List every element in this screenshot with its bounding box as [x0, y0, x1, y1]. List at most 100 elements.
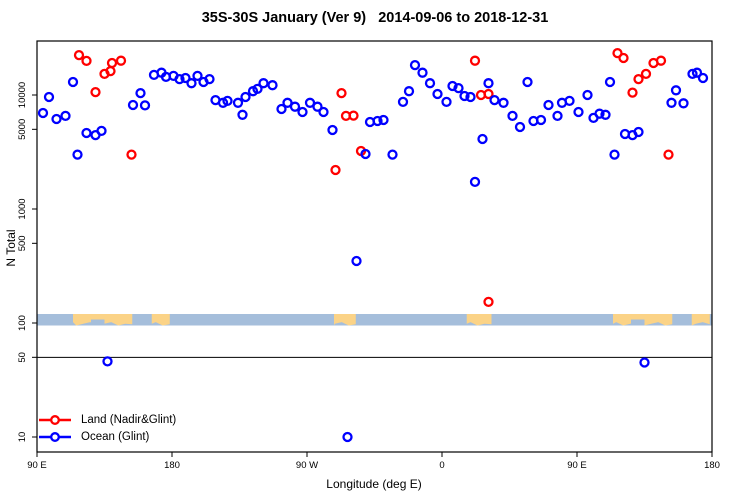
data-point-ocean [522, 76, 533, 88]
data-point-ocean [609, 149, 620, 160]
data-point-ocean [441, 96, 452, 108]
data-point-ocean [633, 126, 644, 138]
legend-marker-icon [39, 414, 71, 425]
data-point-ocean [465, 91, 476, 103]
data-point-ocean [387, 149, 398, 160]
data-point-ocean [498, 97, 509, 108]
data-point-ocean [258, 78, 269, 89]
data-point-ocean [453, 82, 464, 94]
y-tick-label: 100 [17, 315, 28, 331]
data-point-ocean [232, 97, 244, 108]
map-band-land-segment [466, 314, 492, 326]
data-point-land [336, 87, 347, 99]
data-point-ocean [489, 94, 500, 106]
data-point-ocean [174, 73, 185, 85]
legend-item: Land (Nadir&Glint) [38, 412, 176, 427]
legend-label: Land (Nadir&Glint) [81, 413, 177, 426]
data-point-ocean [237, 109, 248, 120]
data-point-ocean [180, 72, 191, 84]
data-point-land [633, 73, 644, 85]
data-point-ocean [594, 108, 605, 119]
data-point-ocean [604, 76, 616, 88]
data-point-ocean [351, 255, 362, 267]
data-point-ocean [282, 97, 293, 108]
data-point-ocean [192, 70, 203, 82]
data-point-ocean [697, 72, 709, 84]
data-point-ocean [96, 125, 107, 137]
data-point-ocean [51, 113, 62, 125]
y-tick-label: 500 [17, 235, 28, 251]
data-point-ocean [397, 96, 409, 108]
data-point-land [663, 149, 674, 160]
data-point-land [81, 55, 92, 67]
data-point-ocean [312, 101, 323, 112]
data-point-land [469, 55, 481, 66]
data-point-ocean [135, 87, 146, 99]
data-point-ocean [564, 95, 575, 107]
data-point-ocean [102, 356, 113, 367]
data-point-ocean [72, 149, 83, 160]
map-band-ocean [37, 314, 712, 326]
map-band-coastline-notch [91, 319, 105, 326]
data-point-ocean [678, 98, 689, 109]
map-band-land-segment [334, 314, 356, 326]
legend-label: Ocean (Glint) [81, 430, 150, 443]
data-point-ocean [204, 73, 215, 85]
legend-item: Ocean (Glint) [38, 429, 176, 444]
data-point-ocean [582, 89, 593, 101]
data-point-land [126, 149, 137, 160]
data-point-ocean [186, 78, 197, 89]
data-point-ocean [327, 124, 338, 136]
data-point-land [483, 88, 494, 100]
data-point-ocean [552, 110, 563, 122]
data-point-ocean [127, 99, 139, 111]
data-point-ocean [600, 109, 611, 120]
data-point-ocean [409, 59, 421, 71]
data-point-ocean [297, 106, 308, 118]
data-point-ocean [417, 67, 428, 78]
data-point-ocean [670, 85, 682, 96]
data-point-ocean [535, 114, 547, 126]
data-point-ocean [573, 106, 584, 118]
data-point-land [655, 55, 667, 66]
data-point-ocean [43, 91, 55, 103]
x-tick-label: 90 W [296, 460, 318, 471]
data-point-ocean [252, 83, 263, 95]
map-band-coastline-notch [631, 319, 645, 326]
y-tick-label: 5000 [17, 119, 28, 140]
x-tick-label: 90 E [27, 460, 47, 471]
data-point-land [612, 47, 623, 59]
data-point-land [330, 164, 341, 176]
plot-box [36, 40, 713, 453]
data-point-land [627, 87, 638, 98]
y-tick-label: 50 [17, 352, 28, 363]
x-tick-label: 180 [164, 460, 180, 471]
x-tick-label: 90 E [567, 460, 587, 471]
data-point-ocean [372, 115, 383, 127]
data-point-land [106, 57, 118, 69]
data-point-ocean [403, 86, 415, 97]
data-point-ocean [477, 133, 488, 145]
legend-marker-icon [39, 431, 71, 442]
data-point-ocean [67, 76, 79, 88]
data-point-land [90, 86, 101, 98]
data-point-ocean [304, 97, 316, 108]
data-point-ocean [447, 80, 458, 92]
data-point-ocean [691, 67, 703, 78]
data-point-land [483, 296, 494, 308]
data-point-ocean [687, 68, 698, 80]
x-tick-label: 180 [704, 460, 720, 471]
data-point-ocean [318, 106, 329, 118]
data-point-ocean [360, 148, 371, 160]
data-point-land [348, 110, 359, 121]
y-tick-label: 1000 [17, 198, 28, 219]
y-tick-label: 10 [17, 432, 28, 443]
data-point-ocean [507, 110, 518, 122]
y-tick-label: 10000 [17, 82, 28, 108]
data-point-ocean [459, 90, 470, 102]
data-point-ocean [81, 127, 92, 139]
data-point-ocean [543, 99, 554, 111]
data-point-ocean [378, 114, 389, 126]
